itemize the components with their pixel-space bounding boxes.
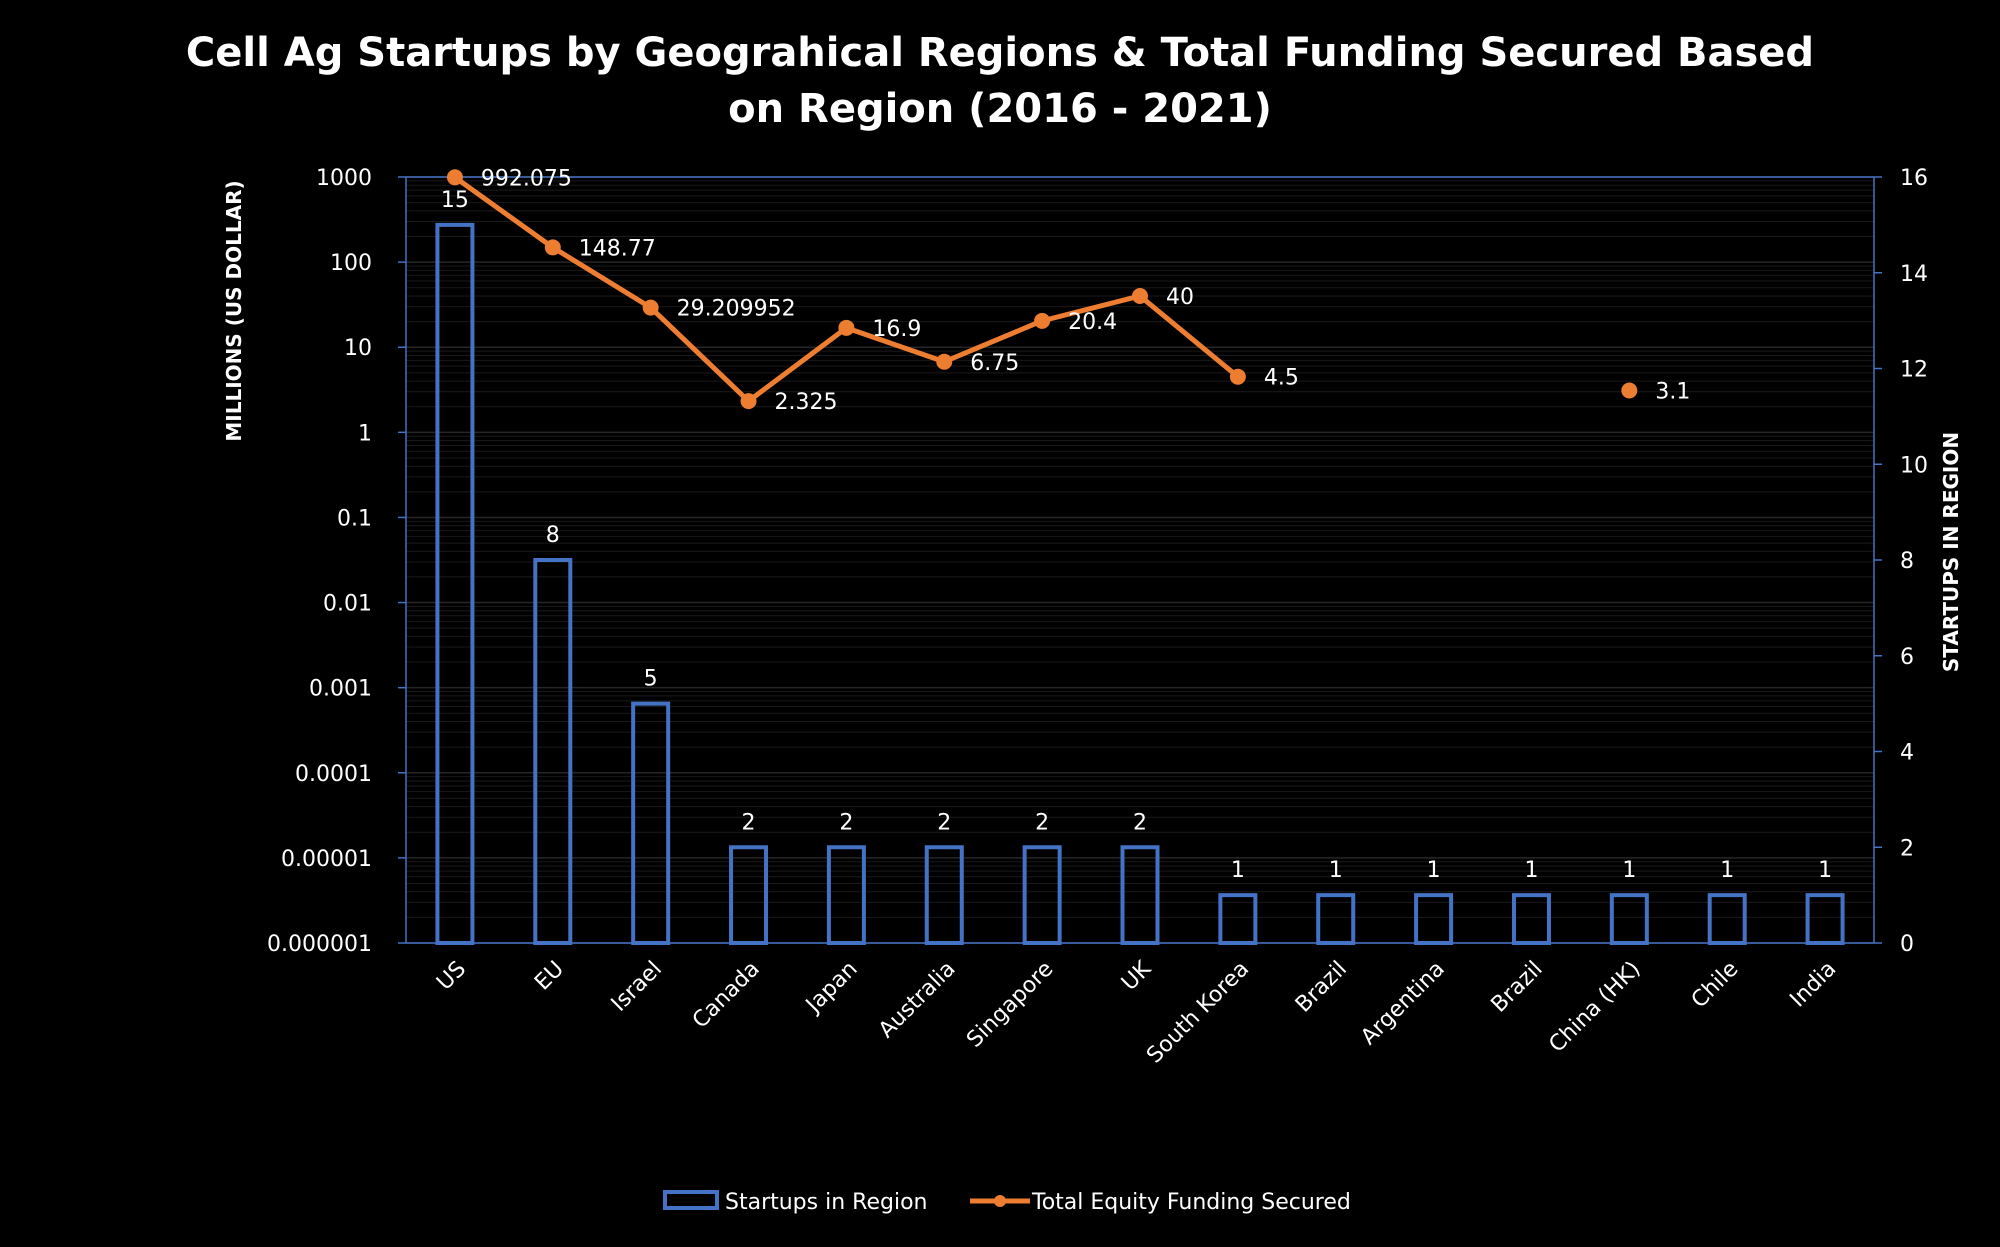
bar	[1707, 893, 1747, 945]
bar	[1120, 845, 1160, 945]
bar-data-label: 2	[937, 810, 951, 835]
y-axis-left-title: MILLIONS (US DOLLAR)	[222, 180, 246, 441]
funding-marker	[446, 169, 463, 186]
funding-marker	[1034, 312, 1051, 329]
gridlines	[406, 176, 1874, 944]
funding-data-label: 40	[1166, 285, 1194, 310]
bar-series-startups	[435, 222, 1845, 945]
legend-swatch-startups	[663, 1190, 719, 1210]
funding-marker	[544, 239, 561, 256]
bar	[826, 845, 866, 945]
bar-data-label: 1	[1818, 858, 1832, 883]
y-left-tick-label: 0.0001	[295, 762, 372, 787]
legend-label-funding: Total Equity Funding Secured	[1031, 1190, 1351, 1215]
bar-data-label: 1	[1720, 858, 1734, 883]
y-right-tick-label: 4	[1900, 741, 1914, 766]
y-left-tick-label: 0.1	[337, 506, 372, 531]
y-left-tick-label: 0.01	[323, 592, 372, 617]
bar-data-label: 2	[1035, 810, 1049, 835]
legend-swatch-marker-funding	[994, 1195, 1006, 1207]
y-axis-right-title: STARTUPS IN REGION	[1939, 432, 1963, 672]
bar-data-label: 2	[839, 810, 853, 835]
chart-title-line-2: on Region (2016 - 2021)	[728, 86, 1272, 132]
funding-marker	[740, 393, 757, 410]
funding-data-label: 3.1	[1655, 380, 1690, 405]
y-left-tick-label: 10	[344, 336, 372, 361]
y-left-tick-label: 0.00001	[281, 847, 372, 872]
y-right-tick-label: 14	[1900, 262, 1928, 287]
bar	[1316, 893, 1356, 945]
bar	[435, 222, 475, 945]
bar	[1414, 893, 1454, 945]
y-axis-left-ticks: 1000 100 10 1 0.1 0.01 0.001 0.0001 0.00001 0.000…	[267, 166, 406, 957]
bar-data-label: 1	[1622, 858, 1636, 883]
bar	[1609, 893, 1649, 945]
funding-data-label: 4.5	[1264, 366, 1299, 391]
funding-data-label: 992.075	[481, 166, 572, 191]
bar	[533, 558, 573, 945]
y-right-tick-label: 6	[1900, 645, 1914, 670]
funding-marker	[1229, 368, 1246, 385]
funding-marker	[1132, 287, 1148, 304]
y-left-tick-label: 0.001	[309, 677, 372, 702]
bar	[1218, 893, 1258, 945]
y-right-tick-label: 16	[1900, 166, 1928, 191]
funding-data-label: 20.4	[1068, 310, 1117, 335]
y-right-tick-label: 0	[1900, 932, 1914, 957]
funding-data-label: 148.77	[579, 236, 656, 261]
line-series-funding	[446, 169, 1638, 410]
funding-data-label: 6.75	[970, 351, 1019, 376]
y-left-tick-label: 1000	[316, 166, 372, 191]
legend: Startups in Region Total Equity Funding …	[663, 1190, 1351, 1215]
y-left-tick-label: 100	[330, 251, 372, 276]
bar-data-label: 1	[1427, 858, 1441, 883]
bar-data-label: 2	[742, 810, 756, 835]
bar	[1805, 893, 1845, 945]
bar-data-label: 1	[1524, 858, 1538, 883]
chart-title: Cell Ag Startups by Geograhical Regions …	[186, 30, 1814, 132]
funding-marker	[642, 299, 659, 316]
bar-data-label: 2	[1133, 810, 1147, 835]
bar	[1511, 893, 1551, 945]
funding-data-label: 2.325	[775, 390, 838, 415]
funding-data-label: 29.209952	[677, 297, 796, 322]
bar	[924, 845, 964, 945]
bar-data-label: 5	[644, 667, 658, 692]
funding-marker	[1621, 382, 1638, 399]
bar	[631, 701, 671, 945]
chart-title-line-1: Cell Ag Startups by Geograhical Regions …	[186, 30, 1814, 76]
funding-marker	[838, 319, 855, 336]
y-axis-right-ticks: 0 2 4 6 8 10 12 14 16	[1874, 166, 1928, 957]
bar-data-label: 1	[1231, 858, 1245, 883]
funding-data-label: 16.9	[872, 317, 921, 342]
funding-marker	[936, 353, 953, 370]
bar	[1022, 845, 1062, 945]
bar-data-labels: 15 8 5 2 2 2 2 2 1 1 1 1 1 1 1	[441, 188, 1832, 883]
bar	[729, 845, 769, 945]
legend-label-startups: Startups in Region	[725, 1190, 927, 1215]
bar-data-label: 1	[1329, 858, 1343, 883]
y-right-tick-label: 12	[1900, 358, 1928, 383]
y-right-tick-label: 2	[1900, 836, 1914, 861]
y-right-tick-label: 8	[1900, 549, 1914, 574]
line-data-labels: 992.075 148.77 29.209952 2.325 16.9 6.75 20.4 4…	[481, 166, 1690, 415]
bar-data-label: 8	[546, 523, 560, 548]
y-left-tick-label: 1	[358, 421, 372, 446]
bar-data-label: 15	[441, 188, 469, 213]
y-right-tick-label: 10	[1900, 453, 1928, 478]
y-left-tick-label: 0.000001	[267, 932, 372, 957]
